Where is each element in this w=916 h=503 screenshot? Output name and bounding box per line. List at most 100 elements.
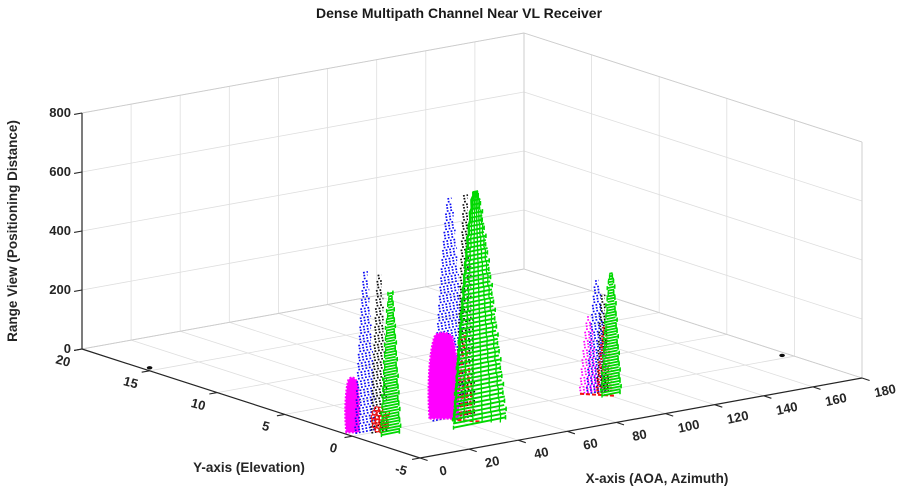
black-mesh-row	[455, 381, 476, 388]
blue-mesh-row	[588, 338, 606, 344]
black-mesh-row	[376, 279, 383, 283]
green-mesh-row	[383, 358, 398, 363]
green-mesh-row	[464, 259, 490, 267]
green-mesh-row	[457, 345, 500, 357]
blue-mesh-row	[447, 200, 452, 203]
green-mesh-row	[459, 329, 497, 339]
blue-mesh-row	[362, 271, 369, 274]
gridline	[327, 304, 666, 414]
magenta-mesh-row	[581, 356, 597, 361]
red-mesh-row	[453, 386, 472, 393]
blue-mesh-row	[356, 377, 375, 383]
magenta-mesh-row	[582, 347, 596, 352]
black-mesh-row	[373, 354, 386, 359]
blue-mesh-row	[356, 368, 375, 374]
y-axis-label: Y-axis (Elevation)	[193, 460, 305, 475]
y-tick-label: 15	[122, 373, 140, 391]
box-edge	[81, 32, 525, 114]
green-mesh-row	[605, 321, 617, 326]
green-mesh-row	[456, 379, 502, 391]
black-mesh-row	[374, 327, 385, 331]
blue-mesh-row	[592, 294, 602, 298]
green-mesh-row	[456, 358, 501, 370]
x-tick-label: 60	[582, 435, 599, 453]
green-mesh-row	[385, 336, 396, 340]
gridline	[425, 286, 764, 397]
green-mesh-row	[608, 291, 614, 295]
blue-mesh-row	[362, 286, 368, 289]
black-mesh-row	[373, 363, 386, 368]
green-mesh-row	[461, 296, 494, 305]
blue-mesh-row	[357, 359, 374, 365]
blue-mesh-row	[356, 401, 375, 407]
green-mesh-row	[384, 341, 397, 346]
lattice-rib	[476, 191, 493, 423]
green-mesh-row	[381, 430, 400, 436]
blue-mesh-row	[437, 324, 462, 331]
green-mesh-row	[381, 422, 400, 428]
green-mesh-row	[603, 343, 619, 349]
green-mesh-row	[606, 294, 616, 298]
z-tick-label: 400	[49, 223, 71, 238]
green-mesh-row	[385, 327, 395, 332]
black-mesh-row	[461, 233, 470, 237]
x-tick-mark	[616, 421, 625, 426]
blue-mesh-row	[363, 274, 368, 277]
magenta-mesh-row	[580, 365, 598, 371]
black-mesh-row	[600, 297, 606, 300]
black-mesh-row	[375, 321, 384, 325]
red-circle-marker	[371, 409, 377, 416]
lattice-rib	[475, 191, 483, 423]
x-tick-mark	[812, 386, 821, 390]
lattice-rib	[476, 191, 502, 423]
lattice-rib	[452, 191, 475, 423]
magenta-mesh-row	[587, 318, 591, 321]
magenta-mesh-row	[580, 377, 598, 383]
x-tick-mark	[714, 404, 723, 408]
black-mesh-row	[457, 337, 474, 342]
blue-mesh-row	[438, 303, 461, 310]
x-tick-label: 160	[824, 390, 848, 409]
lattice-rib	[462, 191, 475, 423]
black-mesh-row	[373, 366, 386, 371]
green-mesh-row	[468, 226, 485, 232]
black-mesh-row	[598, 333, 608, 337]
black-mesh-row	[601, 300, 605, 303]
green-mesh-row	[606, 296, 616, 301]
magenta-mesh-row	[583, 341, 595, 346]
box-edge	[81, 268, 525, 350]
black-mesh-row	[377, 286, 382, 289]
blue-mesh-row	[361, 291, 369, 295]
green-mesh-row	[384, 333, 396, 338]
black-mesh-row	[457, 388, 474, 393]
green-mesh-row	[606, 305, 616, 309]
magenta-mesh-row	[580, 380, 598, 386]
blue-mesh-row	[588, 362, 606, 368]
blue-mesh-row	[442, 262, 457, 267]
blue-mesh-row	[440, 280, 459, 285]
blue-mesh-row	[359, 327, 372, 332]
gridline	[149, 290, 592, 372]
black-mesh-row	[377, 277, 381, 280]
blue-mesh-row	[360, 318, 371, 323]
green-mesh-row	[385, 339, 395, 343]
black-mesh-row	[375, 288, 384, 292]
blue-mesh-row	[357, 371, 374, 377]
black-mesh-row	[371, 378, 388, 383]
blue-mesh-row	[437, 309, 462, 316]
gridline	[523, 209, 863, 320]
green-mesh-row	[382, 394, 399, 400]
black-mesh-row	[372, 393, 387, 398]
blue-mesh-row	[356, 410, 375, 416]
black-mesh-row	[376, 291, 383, 295]
black-mesh-row	[457, 340, 474, 345]
green-mesh-row	[602, 371, 620, 377]
blue-mesh-row	[590, 320, 604, 325]
black-mesh-row	[600, 309, 606, 312]
black-mesh-row	[462, 203, 469, 206]
black-mesh-row	[462, 224, 469, 227]
green-mesh-row	[604, 318, 618, 324]
x-tick-label: 20	[484, 453, 501, 471]
x-tick-mark	[861, 377, 870, 382]
